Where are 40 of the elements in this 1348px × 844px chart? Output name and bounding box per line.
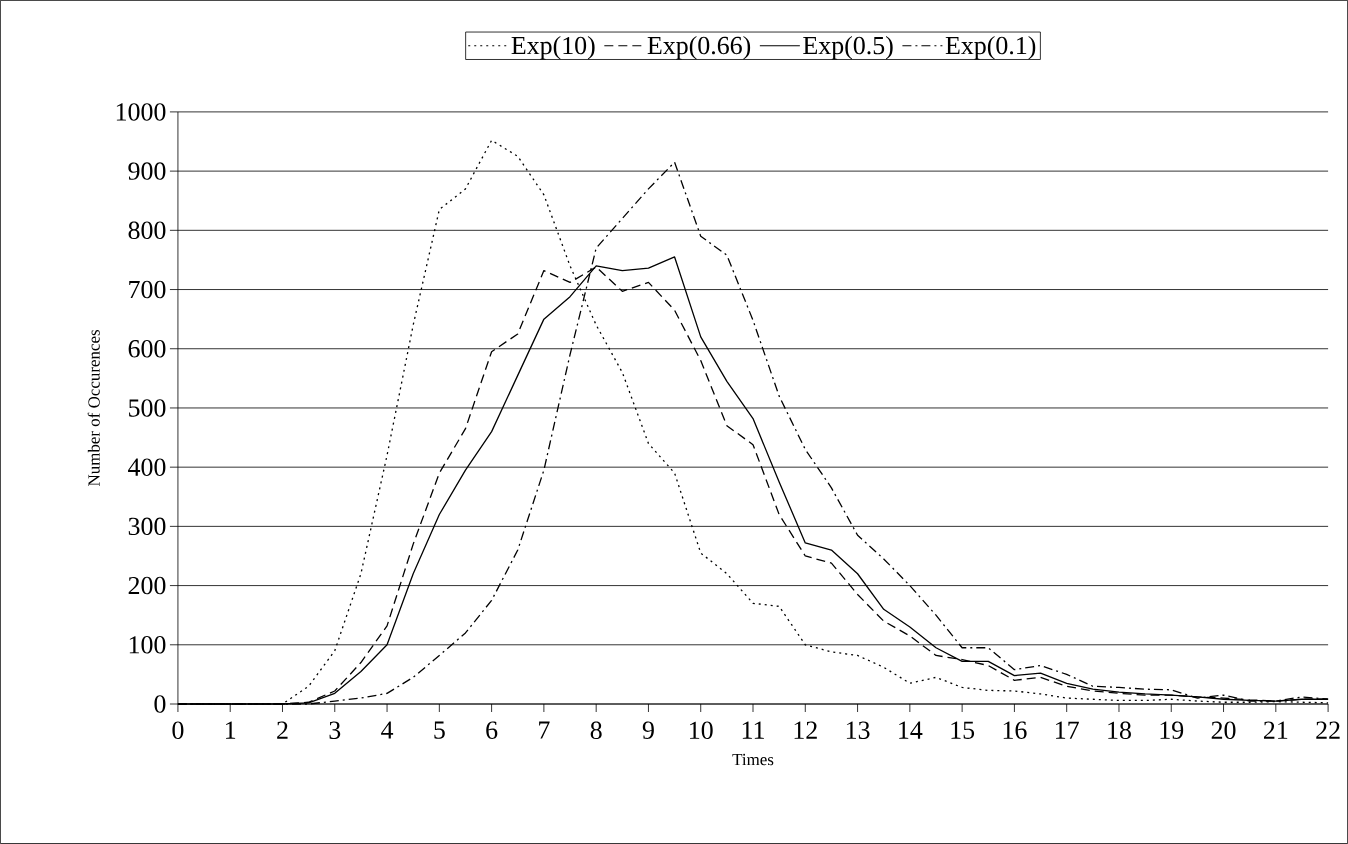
x-tick-label: 0 [172,721,184,740]
x-tick-label: 2 [277,721,288,739]
y-tick-label: 700 [129,280,166,299]
x-tick-label: 12 [794,721,817,739]
legend-label: Exp(0.66) [647,36,751,60]
x-tick-label: 22 [1316,721,1340,739]
y-tick-label: 400 [128,458,166,476]
x-tick-label: 13 [846,721,870,739]
x-tick-label: 16 [1003,721,1027,739]
y-tick-label: 1000 [116,103,166,121]
x-tick-label: 18 [1108,721,1131,740]
x-tick-label: 20 [1211,721,1236,740]
x-tick-label: 8 [590,721,602,740]
x-tick-label: 6 [486,721,498,739]
legend-label: Exp(10) [511,36,595,60]
x-tick-label: 5 [434,721,445,739]
x-tick-label: 9 [642,721,654,739]
x-tick-label: 14 [899,721,923,739]
y-tick-label: 200 [128,576,166,595]
y-tick-label: 100 [129,636,166,654]
y-tick-label: 800 [128,221,166,240]
y-tick-label: 500 [129,399,166,417]
x-tick-label: 7 [539,721,550,739]
x-axis-title: Times [732,753,774,766]
x-tick-label: 3 [329,721,341,739]
x-tick-label: 1 [226,721,236,739]
x-tick-label: 11 [742,721,764,739]
x-tick-label: 21 [1264,721,1288,739]
y-tick-label: 0 [154,695,166,713]
y-tick-label: 300 [128,517,166,536]
x-tick-label: 19 [1160,721,1184,739]
y-tick-label: 600 [128,340,166,358]
legend-label: Exp(0.5) [803,36,893,60]
x-tick-label: 4 [381,721,394,739]
x-tick-label: 10 [690,721,713,740]
x-tick-label: 15 [951,721,975,739]
y-tick-label: 900 [128,162,166,180]
x-tick-label: 17 [1056,721,1079,739]
y-axis-title: Number of Occurences [87,330,100,487]
legend-label: Exp(0.1) [945,36,1036,60]
